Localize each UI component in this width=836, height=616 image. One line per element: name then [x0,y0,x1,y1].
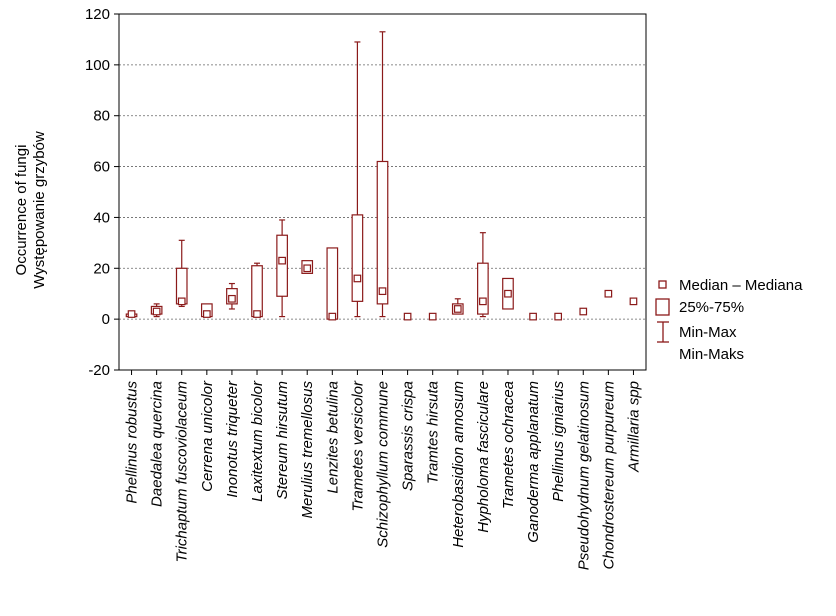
x-category-label: Cerrena unicolor [199,380,216,492]
median-marker [453,305,462,313]
x-category-label: Trichaptum fuscoviolaceum [174,381,191,562]
box-group [376,31,389,318]
box-group [125,310,138,318]
box-group [351,41,364,318]
x-category-label: Sparassis crispa [400,381,417,491]
y-axis-ticks: -20 0 20 40 60 80 100 120 [85,6,119,379]
median-marker [303,264,312,273]
box-group [226,282,238,310]
x-axis-category-labels: Phellinus robustus Daedalea quercina Trich… [124,370,642,570]
median-marker [504,289,512,298]
y-tick-label: 0 [102,311,110,328]
box-group [150,303,163,318]
median-marker [278,256,286,265]
y-tick-label: 100 [85,57,110,74]
box-group [502,277,514,310]
box-iqr [326,247,339,320]
box-group [428,312,437,321]
median-marker [152,307,161,316]
box-group [276,219,288,318]
box-iqr [351,214,364,302]
x-category-label: Merulius tremellosus [299,381,316,519]
x-category-label: Inonotus triqueter [224,380,241,498]
x-category-label: Tramtes hirsuta [425,381,442,484]
x-category-label: Laxitextum bicolor [249,380,266,502]
x-category-label: Trametes versicolor [349,380,366,512]
x-category-label: Heterobasidion annosum [450,381,467,548]
median-marker [378,287,387,296]
box-group [175,239,188,308]
y-tick-label: -20 [88,362,110,379]
legend-range-label-line-2: Min-Maks [679,346,744,363]
legend-median-label: Median – Mediana [679,277,803,294]
median-marker [579,307,588,316]
median-marker [253,310,261,318]
x-category-label: Phellinus igniarius [550,381,567,502]
median-marker [428,312,437,321]
median-marker [228,294,236,303]
y-tick-label: 20 [93,260,110,277]
x-category-label: Schizophyllum commune [375,381,392,548]
legend-box-label: 25%-75% [679,299,744,316]
median-marker [202,310,211,318]
boxplot-series [125,31,638,321]
legend-range-marker [657,321,669,343]
median-marker [403,312,412,321]
legend-median-marker [658,280,667,289]
x-category-label: Trametes ochracea [500,381,517,509]
box-iqr [477,262,489,315]
x-category-label: Stereum hirsutum [274,381,291,499]
median-marker [554,312,563,321]
median-marker [353,274,362,283]
x-category-label: Daedalea quercina [149,381,166,507]
box-group [301,260,314,274]
y-axis-title-line-1: Occurrence of fungi [13,145,30,276]
median-marker [177,297,186,306]
box-group [529,312,537,321]
median-marker [127,310,136,318]
y-tick-label: 80 [93,108,110,125]
box-group [451,298,464,315]
median-marker [604,289,613,298]
box-group [604,289,613,298]
box-group [251,262,263,318]
box-group [477,232,489,318]
y-axis-title-line-2: Występowanie grzybów [31,131,48,289]
legend-box-marker [655,298,670,316]
median-marker [479,297,487,306]
x-category-label: Chondrostereum purpureum [600,381,617,569]
y-tick-label: 60 [93,159,110,176]
box-iqr [376,160,389,305]
box-group [200,303,213,318]
box-iqr [276,234,288,297]
x-category-label: Ganoderma applanatum [525,381,542,543]
median-marker [529,312,537,321]
median-marker [328,312,337,321]
y-tick-label: 40 [93,209,110,226]
x-category-label: Armillaria spp [625,381,642,473]
box-iqr [251,265,263,318]
y-tick-label: 120 [85,6,110,23]
median-marker [629,297,638,306]
box-group [579,307,588,316]
legend-range-label-line-1: Min-Max [679,324,737,341]
box-group [554,312,563,321]
box-group [629,297,638,306]
x-category-label: Pseudohydnum gelatinosum [575,381,592,570]
x-category-label: Hypholoma fasciculare [475,381,492,533]
x-category-label: Lenzites betulina [324,381,341,494]
legend: Median – Mediana 25%-75% Min-Max Min-Mak… [655,277,803,363]
box-group [403,312,412,321]
box-group [326,247,339,321]
x-category-label: Phellinus robustus [124,381,141,504]
